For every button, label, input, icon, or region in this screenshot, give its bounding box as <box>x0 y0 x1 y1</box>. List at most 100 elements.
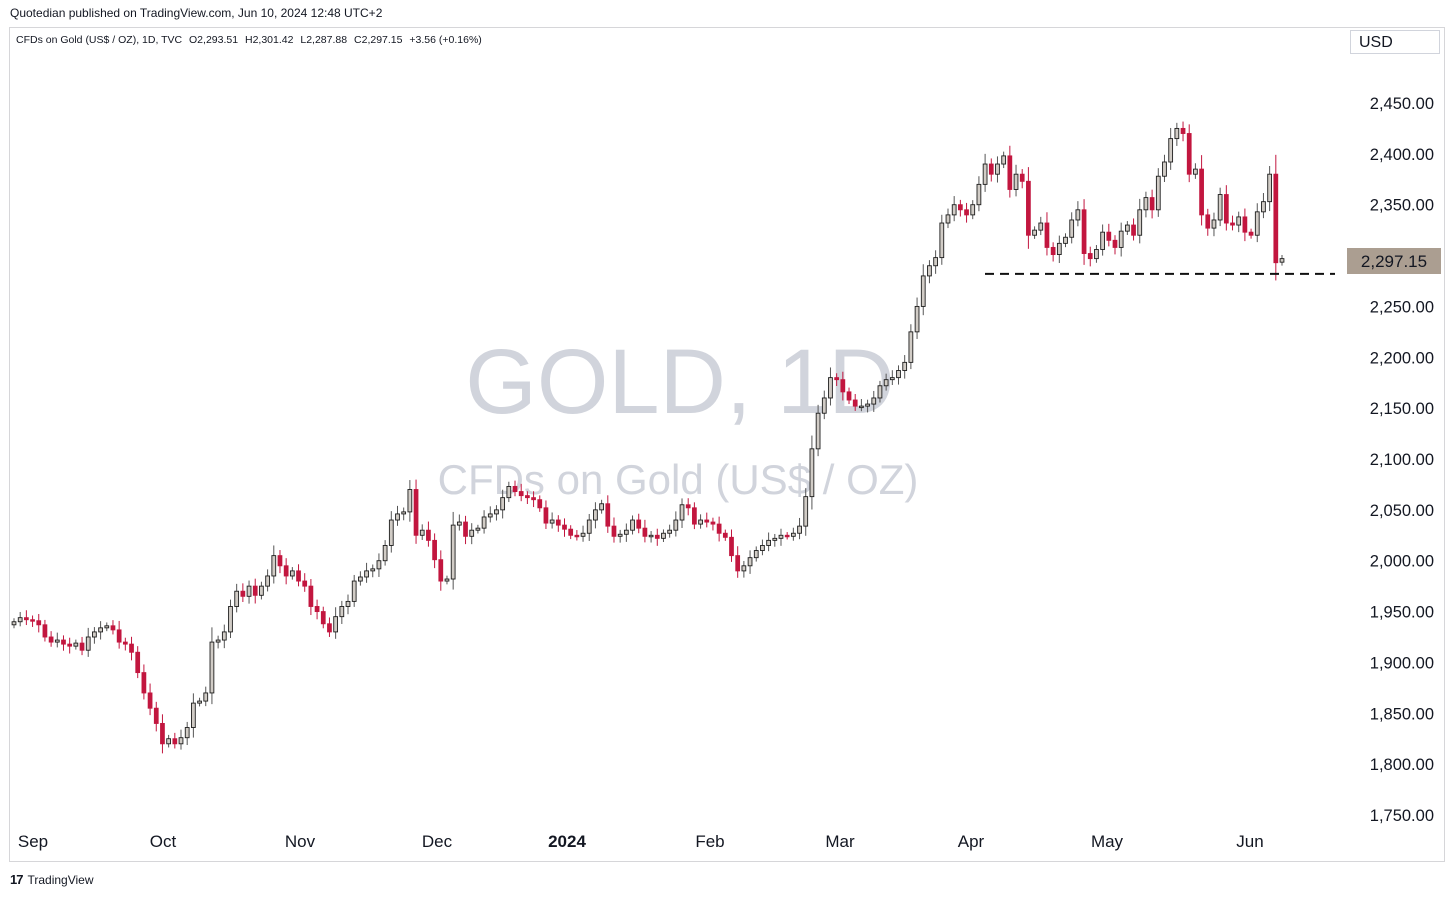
candle-up[interactable] <box>203 692 209 702</box>
candle-down[interactable] <box>964 209 969 216</box>
candle-down[interactable] <box>1044 222 1050 248</box>
candle-up[interactable] <box>1193 168 1198 175</box>
candle-down[interactable] <box>1180 127 1186 134</box>
candle-down[interactable] <box>48 636 54 643</box>
candle-up[interactable] <box>333 616 339 633</box>
candle-down[interactable] <box>1087 253 1093 260</box>
candle-up[interactable] <box>73 642 79 647</box>
candle-down[interactable] <box>116 629 122 643</box>
candle-up[interactable] <box>444 578 450 582</box>
candle-up[interactable] <box>104 625 110 629</box>
candle-up[interactable] <box>828 377 833 399</box>
candle-up[interactable] <box>1267 173 1272 203</box>
candle-down[interactable] <box>512 486 518 492</box>
candle-up[interactable] <box>54 639 60 643</box>
candle-up[interactable] <box>939 222 945 259</box>
candle-up[interactable] <box>401 511 407 515</box>
candle-down[interactable] <box>61 639 66 645</box>
candle-down[interactable] <box>555 519 561 526</box>
candle-down[interactable] <box>320 611 326 625</box>
candle-down[interactable] <box>988 163 994 175</box>
candle-up[interactable] <box>1069 219 1075 238</box>
candle-down[interactable] <box>240 590 246 597</box>
candle-up[interactable] <box>1094 249 1099 260</box>
candle-up[interactable] <box>506 486 512 499</box>
candle-up[interactable] <box>500 497 506 511</box>
candle-down[interactable] <box>42 624 48 638</box>
candle-up[interactable] <box>976 183 982 206</box>
candle-up[interactable] <box>877 385 883 399</box>
candle-down[interactable] <box>426 529 431 541</box>
candle-up[interactable] <box>166 738 172 745</box>
candle-down[interactable] <box>611 525 617 537</box>
candle-down[interactable] <box>122 641 128 645</box>
candle-down[interactable] <box>1242 216 1248 233</box>
candle-up[interactable] <box>982 163 988 185</box>
candle-up[interactable] <box>889 377 895 381</box>
candle-up[interactable] <box>1056 242 1062 256</box>
candle-up[interactable] <box>549 519 555 524</box>
candle-down[interactable] <box>1007 155 1013 190</box>
candle-up[interactable] <box>1032 229 1037 236</box>
candle-down[interactable] <box>327 623 332 633</box>
candle-down[interactable] <box>840 379 846 393</box>
candle-up[interactable] <box>951 204 957 216</box>
candle-down[interactable] <box>1026 180 1031 236</box>
candle-up[interactable] <box>1038 222 1044 231</box>
candle-down[interactable] <box>852 399 858 407</box>
candle-up[interactable] <box>469 529 475 537</box>
candle-up[interactable] <box>741 565 747 572</box>
candle-up[interactable] <box>178 737 184 745</box>
candle-up[interactable] <box>1236 216 1242 226</box>
candle-up[interactable] <box>896 370 901 379</box>
candle-down[interactable] <box>1019 173 1025 182</box>
candle-down[interactable] <box>141 672 147 694</box>
candle-up[interactable] <box>475 527 481 531</box>
candle-down[interactable] <box>1205 214 1211 229</box>
candle-down[interactable] <box>79 642 85 651</box>
candle-down[interactable] <box>24 617 29 621</box>
candle-down[interactable] <box>716 523 722 534</box>
candle-up[interactable] <box>358 576 363 582</box>
candle-down[interactable] <box>957 204 963 211</box>
candle-up[interactable] <box>1124 224 1130 232</box>
candle-down[interactable] <box>642 527 648 537</box>
candle-up[interactable] <box>1162 161 1167 177</box>
candle-up[interactable] <box>871 397 877 405</box>
candle-down[interactable] <box>531 497 536 501</box>
candle-down[interactable] <box>1186 133 1192 175</box>
candle-down[interactable] <box>685 504 691 509</box>
candle-down[interactable] <box>172 738 178 745</box>
candle-up[interactable] <box>945 214 951 224</box>
chart-frame[interactable] <box>9 27 1445 862</box>
candle-up[interactable] <box>259 585 264 596</box>
candle-up[interactable] <box>661 532 666 539</box>
candle-up[interactable] <box>1137 209 1143 236</box>
candle-up[interactable] <box>593 509 598 521</box>
candle-up[interactable] <box>388 519 394 546</box>
candle-up[interactable] <box>1100 231 1105 250</box>
candle-up[interactable] <box>487 513 493 518</box>
candle-down[interactable] <box>846 391 852 401</box>
candle-up[interactable] <box>760 545 765 551</box>
candle-down[interactable] <box>438 559 444 582</box>
candle-up[interactable] <box>927 265 932 277</box>
candle-up[interactable] <box>679 504 685 521</box>
candle-up[interactable] <box>698 519 703 525</box>
candle-up[interactable] <box>778 534 784 539</box>
candle-up[interactable] <box>995 163 1000 175</box>
candle-down[interactable] <box>1131 224 1136 236</box>
candle-down[interactable] <box>654 534 660 539</box>
candle-up[interactable] <box>1254 211 1260 236</box>
candle-up[interactable] <box>419 529 425 536</box>
candle-up[interactable] <box>191 702 196 728</box>
candle-down[interactable] <box>135 651 141 674</box>
candle-up[interactable] <box>630 519 635 531</box>
candle-up[interactable] <box>1063 236 1068 244</box>
candle-up[interactable] <box>271 555 277 577</box>
candle-up[interactable] <box>815 412 821 450</box>
candle-down[interactable] <box>36 620 42 626</box>
candle-down[interactable] <box>636 519 642 529</box>
candle-up[interactable] <box>221 631 227 641</box>
candle-down[interactable] <box>1230 222 1235 226</box>
